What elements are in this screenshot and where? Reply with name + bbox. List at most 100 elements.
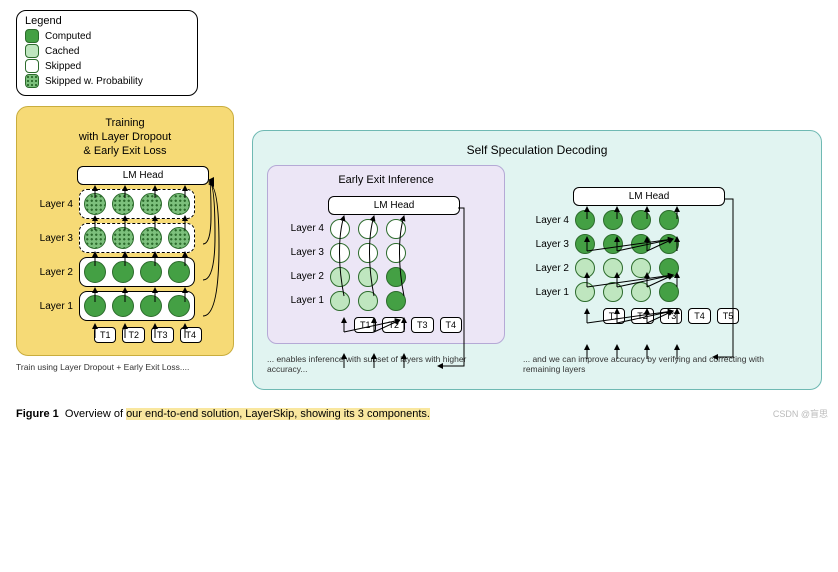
- layer-box: [79, 189, 195, 219]
- swatch-prob: [25, 74, 39, 88]
- node-comp: [631, 234, 651, 254]
- token: T2: [122, 327, 145, 343]
- layer-row: Layer 4: [278, 219, 494, 239]
- node-cache: [358, 267, 378, 287]
- swatch-cached: [25, 44, 39, 58]
- node-comp: [168, 261, 190, 283]
- token: T1: [354, 317, 377, 333]
- layer-row: Layer 4: [27, 189, 223, 219]
- layer-label: Layer 4: [27, 199, 73, 210]
- node-skip: [330, 243, 350, 263]
- layer-label: Layer 1: [27, 301, 73, 312]
- node-cache: [575, 282, 595, 302]
- node-cache: [603, 282, 623, 302]
- node-cache: [575, 258, 595, 278]
- token: T2: [631, 308, 654, 324]
- node-prob: [140, 227, 162, 249]
- node-comp: [603, 210, 623, 230]
- node-skip: [386, 243, 406, 263]
- layer-box: [79, 223, 195, 253]
- early-exit-panel: Early Exit Inference LM Head: [267, 165, 505, 344]
- verify-caption: ... and we can improve accuracy by verif…: [523, 354, 775, 375]
- training-panel: Trainingwith Layer Dropout& Early Exit L…: [16, 106, 234, 356]
- node-comp: [659, 282, 679, 302]
- node-prob: [84, 227, 106, 249]
- node-cache: [330, 291, 350, 311]
- swatch-skipped: [25, 59, 39, 73]
- node-prob: [168, 193, 190, 215]
- layer-row: Layer 3: [278, 243, 494, 263]
- node-prob: [140, 193, 162, 215]
- legend-item: Cached: [25, 44, 189, 58]
- node-comp: [386, 267, 406, 287]
- legend-label: Computed: [45, 31, 91, 42]
- node-skip: [330, 219, 350, 239]
- early-caption: ... enables inference with subset of lay…: [267, 354, 505, 375]
- legend: Legend Computed Cached Skipped Skipped w…: [16, 10, 198, 96]
- node-comp: [575, 210, 595, 230]
- token-row: T1T2T3T4: [322, 317, 494, 333]
- token: T5: [717, 308, 740, 324]
- layer-label: Layer 3: [27, 233, 73, 244]
- layer-label: Layer 3: [278, 247, 324, 258]
- watermark: CSDN @盲思: [773, 407, 828, 420]
- layer-row: Layer 1: [27, 291, 223, 321]
- training-caption: Train using Layer Dropout + Early Exit L…: [16, 362, 234, 373]
- layer-label: Layer 4: [523, 215, 569, 226]
- node-cache: [631, 258, 651, 278]
- node-cache: [631, 282, 651, 302]
- node-comp: [140, 261, 162, 283]
- layer-label: Layer 2: [27, 267, 73, 278]
- layer-label: Layer 1: [278, 295, 324, 306]
- layer-label: Layer 2: [278, 271, 324, 282]
- legend-label: Skipped: [45, 61, 81, 72]
- token-row: T1T2T3T4T5: [567, 308, 775, 324]
- verify-panel: LM Head: [523, 165, 775, 324]
- layer-label: Layer 2: [523, 263, 569, 274]
- node-comp: [386, 291, 406, 311]
- layer-row: Layer 1: [278, 291, 494, 311]
- node-comp: [84, 261, 106, 283]
- ssd-panel: Self Speculation Decoding Early Exit Inf…: [252, 130, 822, 390]
- figure-label: Figure 1: [16, 408, 59, 420]
- token: T4: [440, 317, 463, 333]
- node-comp: [112, 295, 134, 317]
- token: T3: [660, 308, 683, 324]
- layer-box: [79, 291, 195, 321]
- node-comp: [631, 210, 651, 230]
- node-cache: [358, 291, 378, 311]
- node-skip: [386, 219, 406, 239]
- node-comp: [659, 210, 679, 230]
- legend-title: Legend: [25, 15, 189, 27]
- legend-item: Skipped w. Probability: [25, 74, 189, 88]
- lm-head: LM Head: [328, 196, 460, 215]
- node-prob: [112, 193, 134, 215]
- node-prob: [168, 227, 190, 249]
- layer-row: Layer 2: [523, 258, 775, 278]
- token: T1: [603, 308, 626, 324]
- token: T4: [180, 327, 203, 343]
- ssd-title: Self Speculation Decoding: [267, 143, 807, 157]
- token: T3: [151, 327, 174, 343]
- early-title: Early Exit Inference: [278, 174, 494, 188]
- layer-row: Layer 1: [523, 282, 775, 302]
- node-comp: [603, 234, 623, 254]
- layer-row: Layer 3: [27, 223, 223, 253]
- figure-text: Overview of: [65, 408, 126, 420]
- node-comp: [140, 295, 162, 317]
- token-row: T1T2T3T4: [73, 327, 223, 343]
- layer-box: [79, 257, 195, 287]
- layer-row: Layer 2: [278, 267, 494, 287]
- layer-row: Layer 2: [27, 257, 223, 287]
- training-title: Trainingwith Layer Dropout& Early Exit L…: [27, 117, 223, 158]
- node-comp: [112, 261, 134, 283]
- node-cache: [603, 258, 623, 278]
- layer-label: Layer 4: [278, 223, 324, 234]
- layer-label: Layer 1: [523, 287, 569, 298]
- swatch-computed: [25, 29, 39, 43]
- node-skip: [358, 243, 378, 263]
- token: T2: [382, 317, 405, 333]
- layer-row: Layer 4: [523, 210, 775, 230]
- layer-label: Layer 3: [523, 239, 569, 250]
- legend-label: Skipped w. Probability: [45, 76, 143, 87]
